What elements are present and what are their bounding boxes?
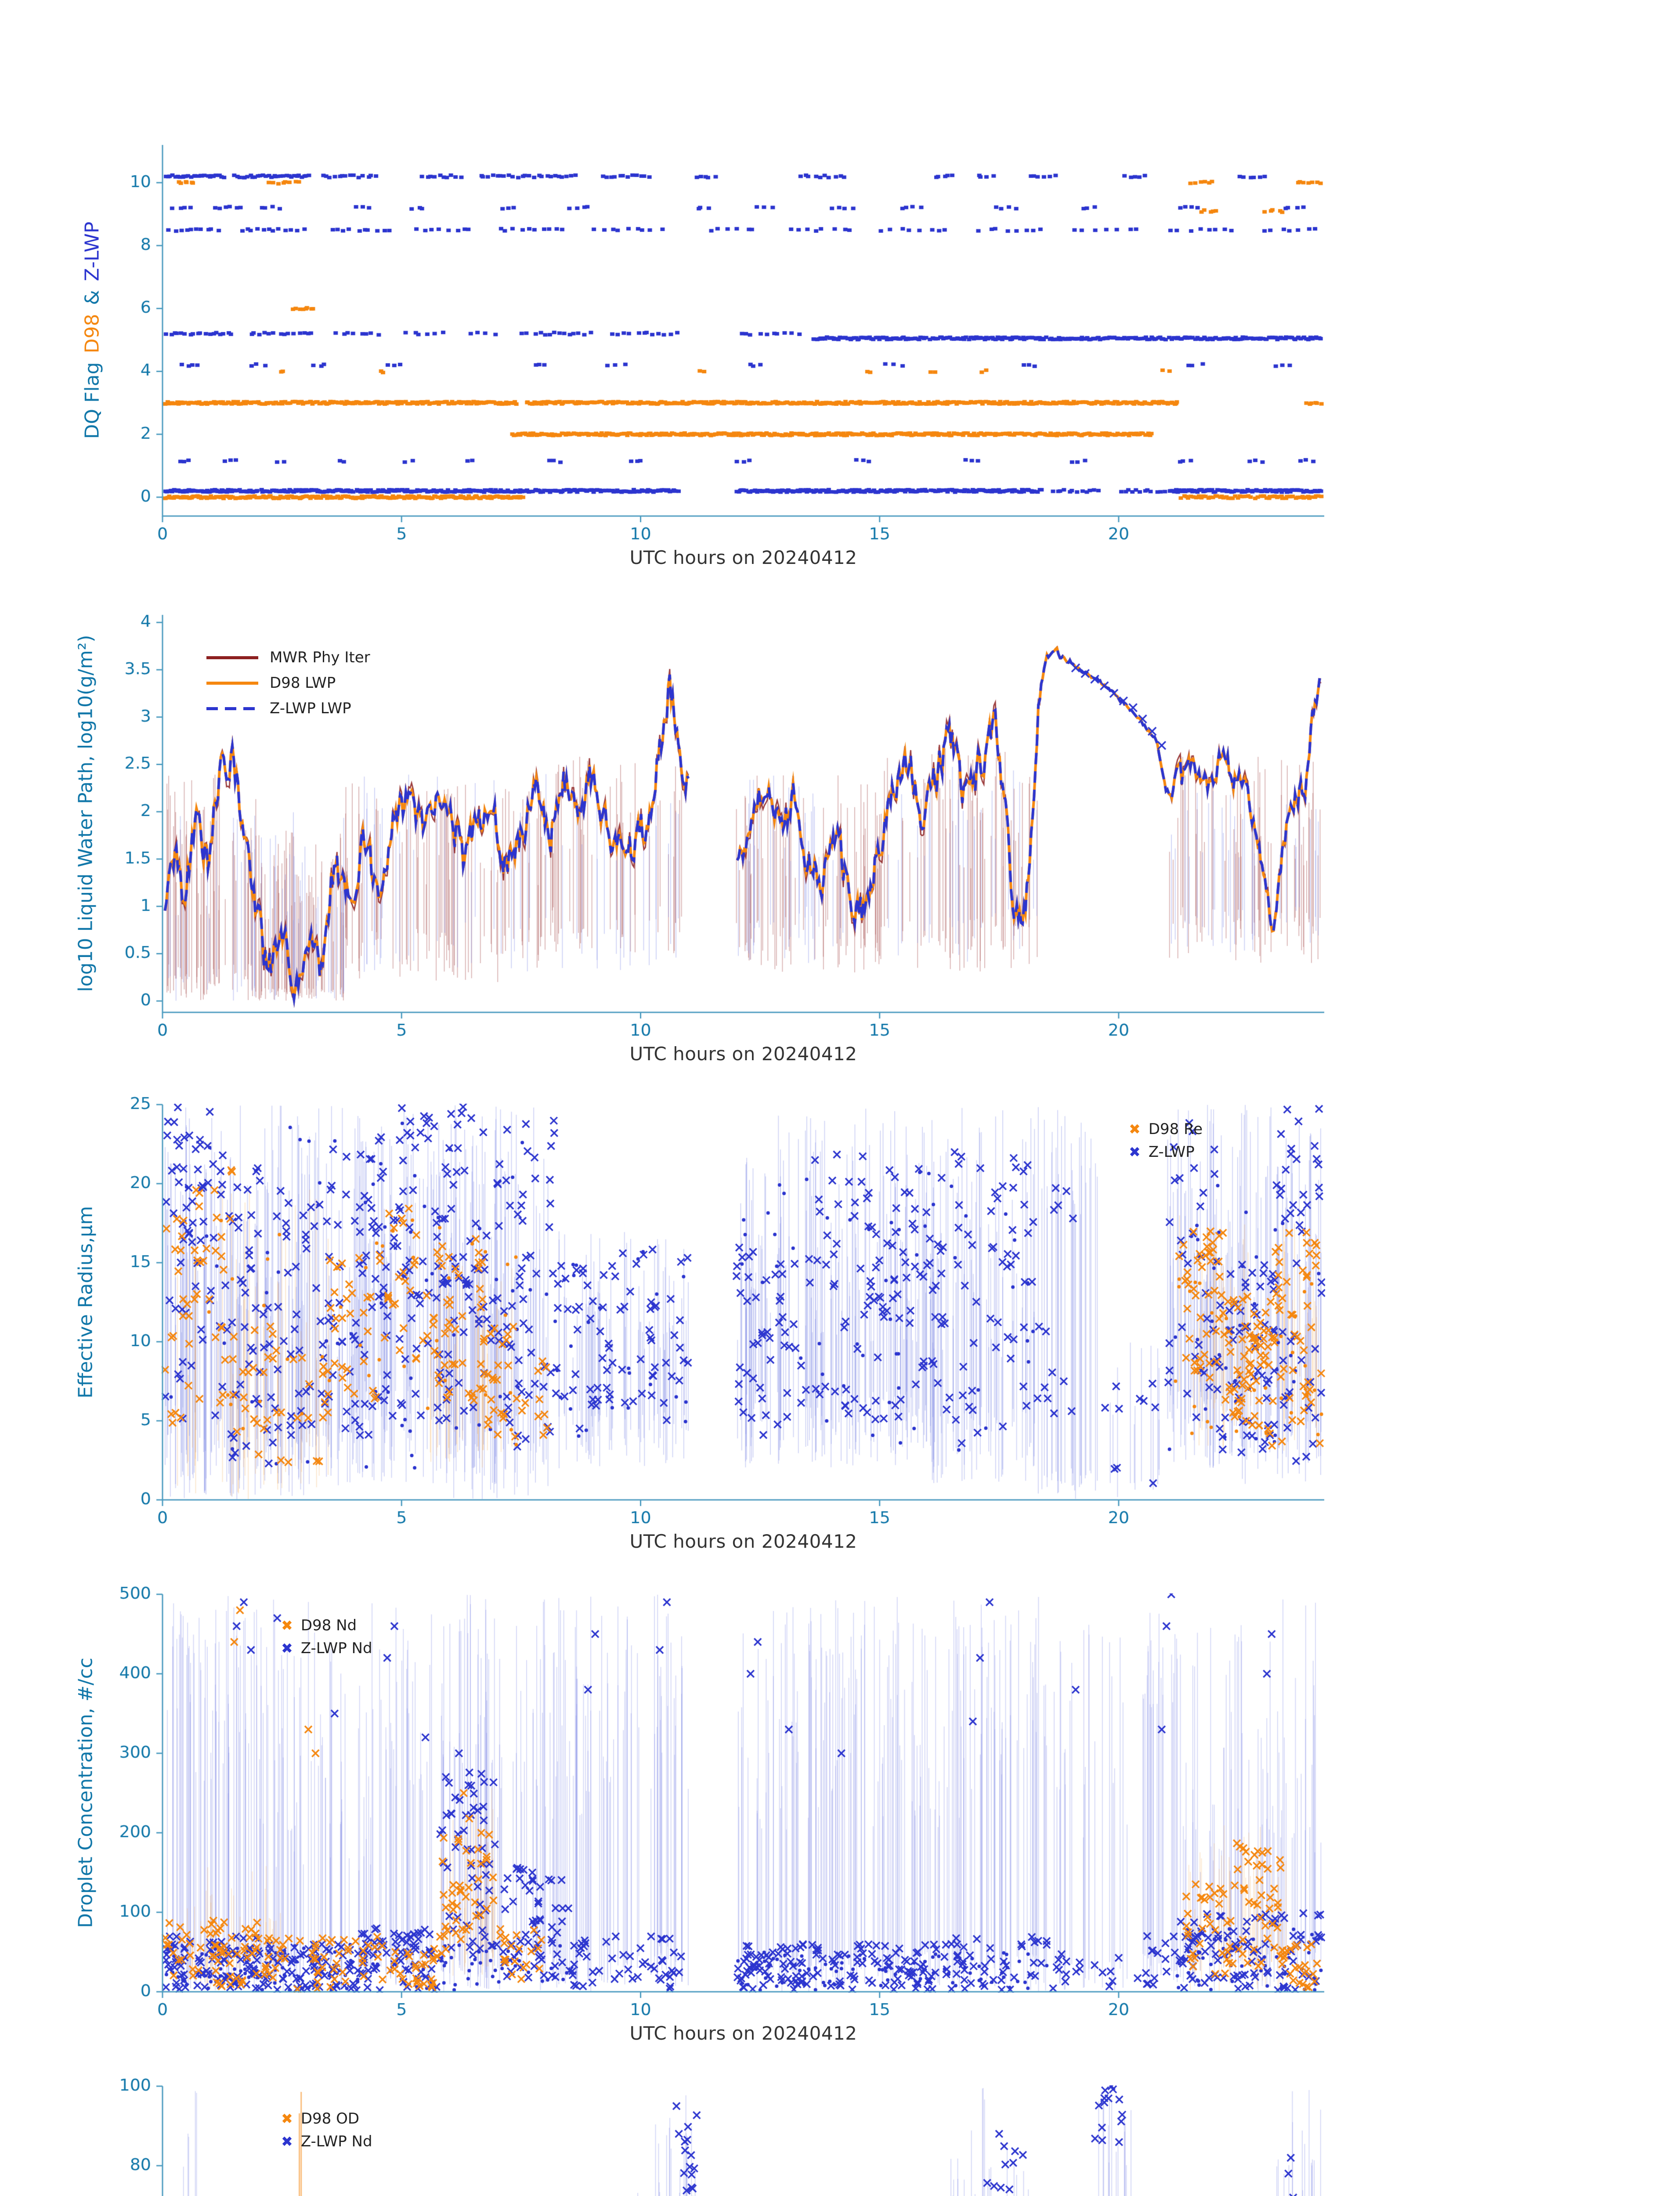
legend-label-mwr: MWR Phy Iter <box>270 649 370 666</box>
legend-label-zlwp-nd: Z-LWP Nd <box>300 1640 372 1657</box>
mwr-line-swatch <box>206 656 258 659</box>
legend-label-zlwp-od: Z-LWP Nd <box>300 2133 372 2150</box>
lwp-legend: MWR Phy Iter D98 LWP Z-LWP LWP <box>206 645 370 721</box>
legend-entry-d98-re: ✖ D98 Re <box>1129 1118 1203 1141</box>
droplet-concentration-legend: ✖ D98 Nd ✖ Z-LWP Nd <box>281 1614 372 1660</box>
legend-entry-zlwp-lwp: Z-LWP LWP <box>206 696 370 721</box>
ylabel-lwp-text: log10 Liquid Water Path, log10(g/m²) <box>74 635 97 992</box>
ylabel-dq-flag: DQ Flag D98 & Z-LWP <box>81 222 104 439</box>
xlabel-droplet-concentration: UTC hours on 20240412 <box>629 2023 857 2044</box>
x-marker-icon: ✖ <box>281 1617 293 1634</box>
legend-label-d98-lwp: D98 LWP <box>270 674 336 692</box>
xlabel-effective-radius: UTC hours on 20240412 <box>629 1531 857 1552</box>
xlabel-dq-flag: UTC hours on 20240412 <box>629 547 857 568</box>
optical-depth-legend: ✖ D98 OD ✖ Z-LWP Nd <box>281 2107 372 2153</box>
legend-entry-zlwp-nd: ✖ Z-LWP Nd <box>281 1637 372 1660</box>
x-marker-icon: ✖ <box>281 2110 293 2127</box>
panel-dq-flag-plot <box>163 145 1324 516</box>
zlwp-dash-swatch <box>206 707 258 710</box>
legend-label-zlwp-lwp: Z-LWP LWP <box>270 700 351 717</box>
ylabel-dq-flag-part-4: Z-LWP <box>81 221 104 282</box>
legend-entry-zlwp-re: ✖ Z-LWP <box>1129 1141 1203 1163</box>
panel-effective-radius-plot <box>163 1105 1324 1500</box>
x-marker-icon: ✖ <box>281 1640 293 1657</box>
ylabel-droplet-concentration-text: Droplet Concentration, #/cc <box>74 1658 97 1928</box>
xlabel-lwp: UTC hours on 20240412 <box>629 1043 857 1065</box>
legend-entry-mwr-phy-iter: MWR Phy Iter <box>206 645 370 670</box>
legend-entry-d98-lwp: D98 LWP <box>206 670 370 696</box>
ylabel-effective-radius-text: Effective Radius,μm <box>74 1206 97 1399</box>
x-marker-icon: ✖ <box>281 2133 293 2150</box>
d98-line-swatch <box>206 681 258 685</box>
legend-entry-d98-nd: ✖ D98 Nd <box>281 1614 372 1637</box>
ylabel-lwp: log10 Liquid Water Path, log10(g/m²) <box>75 635 97 992</box>
legend-entry-d98-od: ✖ D98 OD <box>281 2107 372 2130</box>
legend-label-zlwp-re: Z-LWP <box>1148 1143 1195 1161</box>
ylabel-dq-flag-part-1: DQ Flag <box>81 362 104 439</box>
x-marker-icon: ✖ <box>1129 1121 1141 1138</box>
legend-label-d98-nd: D98 Nd <box>300 1617 357 1634</box>
ylabel-droplet-concentration: Droplet Concentration, #/cc <box>75 1658 97 1928</box>
ylabel-dq-flag-part-3: & <box>81 290 104 305</box>
ylabel-dq-flag-part-2: D98 <box>81 314 104 354</box>
legend-label-d98-re: D98 Re <box>1148 1120 1203 1138</box>
legend-entry-zlwp-od: ✖ Z-LWP Nd <box>281 2130 372 2153</box>
ylabel-effective-radius: Effective Radius,μm <box>75 1206 97 1398</box>
effective-radius-legend: ✖ D98 Re ✖ Z-LWP <box>1129 1118 1203 1163</box>
legend-label-d98-od: D98 OD <box>300 2110 360 2127</box>
x-marker-icon: ✖ <box>1129 1144 1141 1160</box>
